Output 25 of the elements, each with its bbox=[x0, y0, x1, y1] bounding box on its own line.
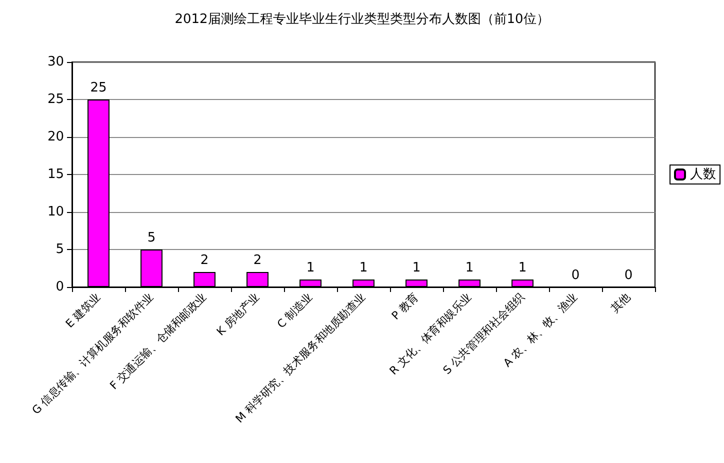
data-label: 0 bbox=[571, 268, 580, 283]
x-tick-label: P 教育 bbox=[389, 290, 422, 322]
data-label: 2 bbox=[200, 253, 209, 268]
data-label: 25 bbox=[90, 80, 107, 96]
y-tick-label: 15 bbox=[47, 167, 64, 182]
y-tick-label: 30 bbox=[47, 54, 64, 70]
chart-title: 2012届测绘工程专业毕业生行业类型类型分布人数图（前10位） bbox=[174, 12, 550, 27]
x-tick-label: K 房地产业 bbox=[214, 290, 262, 338]
data-label: 1 bbox=[412, 260, 421, 276]
y-tick-label: 5 bbox=[56, 242, 64, 257]
data-label: 1 bbox=[518, 260, 527, 276]
x-tick-label: 其他 bbox=[608, 290, 634, 316]
x-tick-label: C 制造业 bbox=[274, 290, 316, 331]
data-label: 5 bbox=[147, 230, 156, 246]
legend-label: 人数 bbox=[690, 167, 716, 182]
data-label: 0 bbox=[624, 268, 633, 283]
data-label: 1 bbox=[465, 260, 474, 276]
y-tick-label: 25 bbox=[47, 92, 64, 107]
y-tick-label: 0 bbox=[56, 280, 64, 294]
data-label: 1 bbox=[359, 260, 368, 276]
y-tick-label: 10 bbox=[47, 204, 64, 220]
x-tick-label: E 建筑业 bbox=[63, 290, 104, 330]
data-label: 1 bbox=[306, 260, 315, 276]
y-tick-label: 20 bbox=[47, 130, 64, 144]
data-label: 2 bbox=[253, 253, 262, 268]
